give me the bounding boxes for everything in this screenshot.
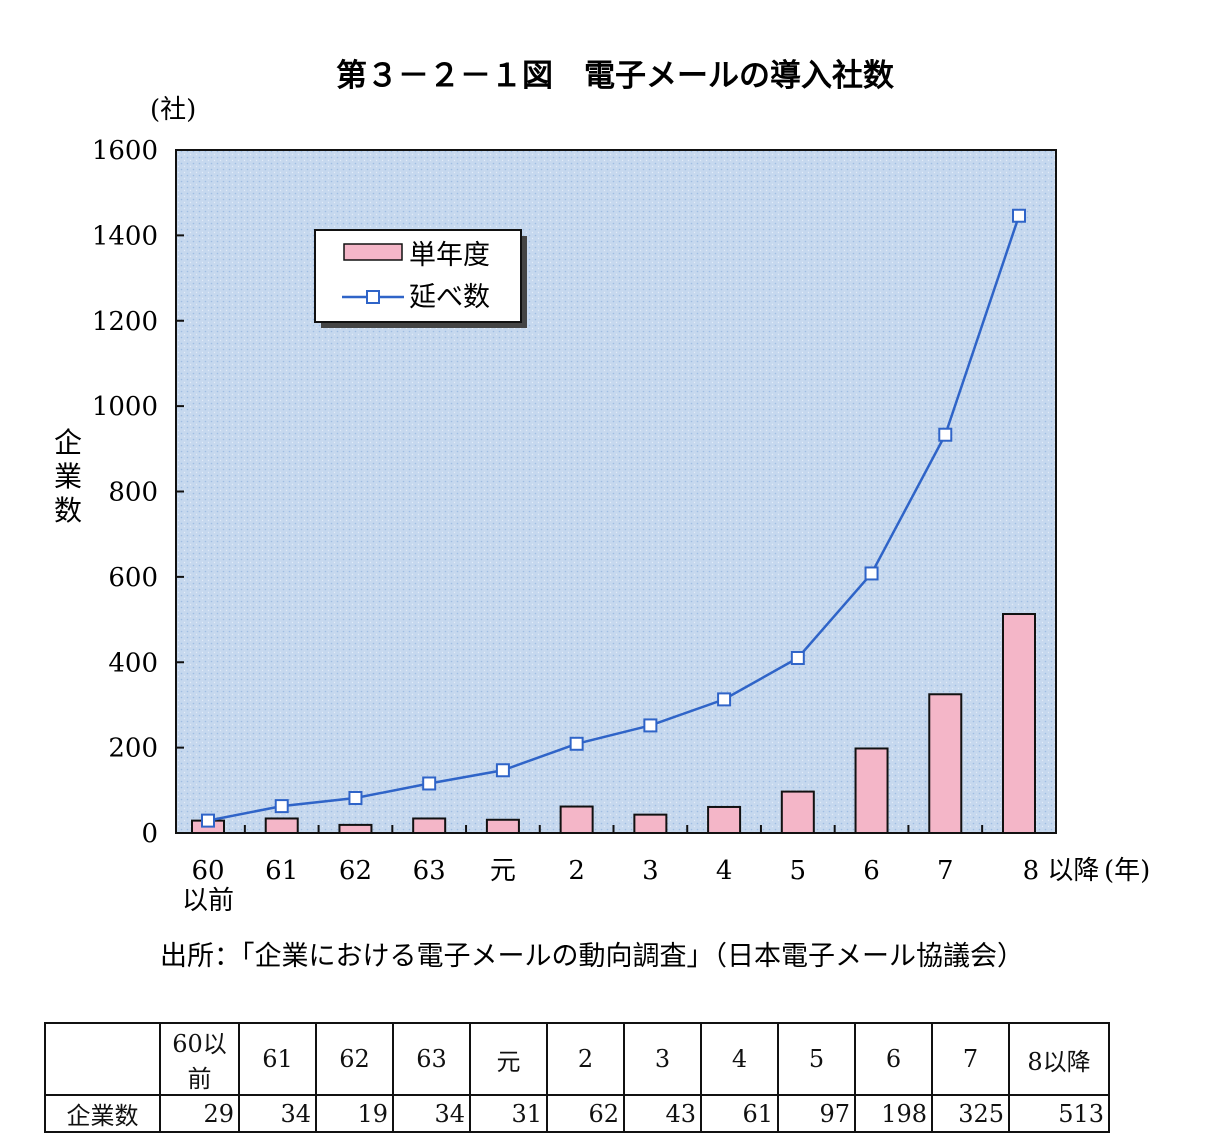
- x-tick-label: 63: [413, 856, 446, 886]
- y-tick-label: 200: [108, 734, 158, 764]
- line-point: [790, 650, 805, 665]
- x-tick-label: 60: [191, 856, 224, 886]
- legend-line-marker: [366, 290, 380, 304]
- bar: [264, 817, 299, 835]
- line-series: [201, 208, 1026, 828]
- table-corner-cell: [44, 1022, 161, 1096]
- table-value-cell: 198: [854, 1094, 933, 1133]
- legend-line-label: 延べ数: [409, 282, 490, 313]
- bar: [707, 805, 742, 835]
- bar: [928, 693, 963, 834]
- y-unit-label: (社): [150, 95, 196, 125]
- line-point: [495, 763, 510, 778]
- table-header-cell: 60以前: [159, 1022, 240, 1096]
- table-value-cell: 29: [159, 1094, 240, 1133]
- x-tick-label: 2: [568, 856, 585, 886]
- y-axis-ticks: 0 200 400 600 800 1000 1200 1400 1600: [92, 136, 184, 849]
- table-header-cell: 61: [238, 1022, 317, 1096]
- line-point: [1012, 208, 1026, 223]
- x-tick-label: 4: [716, 856, 733, 886]
- line-point: [274, 799, 289, 814]
- table-value-row: 企業数 29 34 19 34 31 62 43 61 97 198 325 513: [44, 1094, 1110, 1133]
- table-header-cell: 7: [931, 1022, 1010, 1096]
- legend-bar-swatch: [343, 243, 403, 261]
- bar: [485, 818, 520, 834]
- line-point: [348, 790, 363, 805]
- legend: 単年度 延べ数: [314, 229, 527, 328]
- table-value-cell: 34: [392, 1094, 471, 1133]
- y-tick-label: 1600: [92, 136, 158, 166]
- x-tick-label: 元: [490, 856, 516, 886]
- x-tick-label: 6: [863, 856, 880, 886]
- y-tick-label: 1000: [92, 392, 158, 422]
- line-point: [938, 427, 953, 442]
- bar: [780, 790, 815, 835]
- x-unit-label: (年): [1104, 856, 1150, 886]
- x-axis-ticks: 60以前 61 62 63 元 2 3 4 5 6 7 8 以降: [182, 825, 1099, 916]
- table-value-cell: 34: [238, 1094, 317, 1133]
- line-point: [422, 776, 437, 791]
- table-header-cell: 5: [777, 1022, 856, 1096]
- table-header-cell: 8以降: [1008, 1022, 1110, 1096]
- table-header-cell: 6: [854, 1022, 933, 1096]
- table-value-cell: 513: [1008, 1094, 1110, 1133]
- line-point: [569, 736, 584, 751]
- table-header-cell: 62: [315, 1022, 394, 1096]
- plot-area: [175, 149, 1057, 834]
- y-axis-title: 企業数: [54, 426, 82, 527]
- y-tick-label: 600: [108, 563, 158, 593]
- table-value-cell: 62: [546, 1094, 625, 1133]
- table-value-cell: 31: [469, 1094, 548, 1133]
- x-tick-label: 61: [265, 856, 298, 886]
- bar-series: [191, 613, 1036, 835]
- table-header-row: 60以前 61 62 63 元 2 3 4 5 6 7 8以降: [44, 1022, 1110, 1096]
- data-table: 60以前 61 62 63 元 2 3 4 5 6 7 8以降 企業数 29 34 19 34 31 62 43 61…: [44, 1022, 1110, 1133]
- bar: [412, 817, 447, 835]
- y-tick-label: 0: [141, 819, 158, 849]
- y-tick-label: 1400: [92, 221, 158, 251]
- legend-bar-label: 単年度: [409, 240, 490, 271]
- y-tick-label: 800: [108, 478, 158, 508]
- table-value-cell: 19: [315, 1094, 394, 1133]
- line-point: [864, 566, 879, 581]
- source-note: 出所：「企業における電子メールの動向調査」（日本電子メール協議会）: [160, 941, 1024, 972]
- table-value-cell: 61: [700, 1094, 779, 1133]
- x-tick-label: 8 以降: [1023, 856, 1100, 886]
- line-point: [643, 718, 658, 733]
- bar: [854, 747, 889, 835]
- bar: [559, 805, 594, 835]
- line-point: [717, 692, 732, 707]
- x-tick-label: 62: [339, 856, 372, 886]
- y-tick-label: 400: [108, 648, 158, 678]
- table-header-cell: 2: [546, 1022, 625, 1096]
- bar: [1002, 613, 1036, 834]
- table-value-cell: 43: [623, 1094, 702, 1133]
- x-tick-label: 3: [642, 856, 659, 886]
- table-value-cell: 325: [931, 1094, 1010, 1133]
- line-path: [207, 215, 1021, 822]
- x-tick-label: 以前: [182, 886, 234, 916]
- table-value-cell: 97: [777, 1094, 856, 1133]
- table-row-label: 企業数: [44, 1094, 161, 1133]
- bar: [633, 813, 668, 834]
- chart-title: 第３－２－１図 電子メールの導入社数: [336, 58, 894, 94]
- table-header-cell: 3: [623, 1022, 702, 1096]
- table-header-cell: 63: [392, 1022, 471, 1096]
- bar: [338, 823, 373, 835]
- table-header-cell: 4: [700, 1022, 779, 1096]
- x-tick-label: 5: [790, 856, 807, 886]
- line-point: [201, 813, 215, 828]
- y-tick-label: 1200: [92, 307, 158, 337]
- x-tick-label: 7: [937, 856, 954, 886]
- table-header-cell: 元: [469, 1022, 548, 1096]
